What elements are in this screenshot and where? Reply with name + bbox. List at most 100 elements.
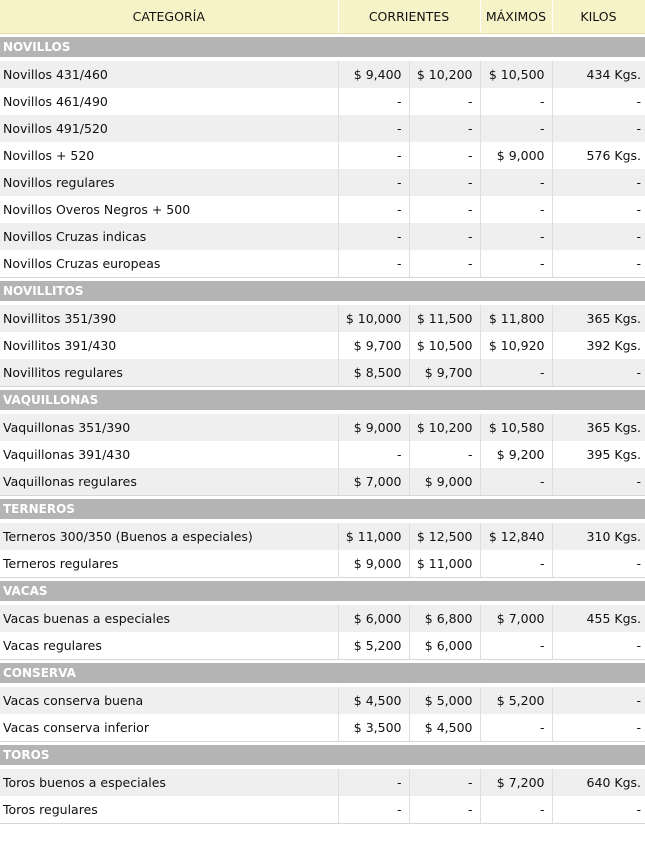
- header-categoria: CATEGORÍA: [0, 0, 339, 34]
- maximos-cell: $ 9,000: [480, 142, 553, 169]
- corrientes-min-cell: -: [338, 142, 410, 169]
- corrientes-max-cell: $ 4,500: [409, 714, 481, 742]
- table-row: Novillitos 391/430 $ 9,700 $ 10,500 $ 10,92…: [0, 332, 645, 359]
- corrientes-min-cell: $ 7,000: [338, 468, 410, 496]
- table-row: Vaquillonas regulares $ 7,000 $ 9,000- -: [0, 468, 645, 496]
- table-row: Vacas buenas a especiales $ 6,000 $ 6,800 $…: [0, 605, 645, 632]
- maximos-cell: $ 10,580: [480, 414, 553, 441]
- corrientes-max-cell: -: [409, 250, 481, 278]
- section-header: TERNEROS: [0, 499, 645, 519]
- corrientes-max-cell: $ 11,500: [409, 305, 481, 332]
- section-spacer: [0, 386, 645, 390]
- corrientes-min-cell: -: [338, 796, 410, 824]
- price-table: CATEGORÍA CORRIENTES MÁXIMOS KILOS NOVIL…: [0, 0, 645, 824]
- section-title: VAQUILLONAS: [0, 390, 645, 410]
- maximos-cell: -: [480, 632, 553, 660]
- section-header: VAQUILLONAS: [0, 390, 645, 410]
- section-header: VACAS: [0, 581, 645, 601]
- table-row: Novillos Cruzas indicas - - - -: [0, 223, 645, 250]
- section-spacer: [0, 519, 645, 523]
- category-cell: Vacas conserva buena: [0, 687, 339, 714]
- table-row: Terneros regulares $ 9,000 $ 11,000- -: [0, 550, 645, 578]
- section-title: NOVILLITOS: [0, 281, 645, 301]
- corrientes-max-cell: $ 12,500: [409, 523, 481, 550]
- spacer-cell: [0, 601, 645, 605]
- spacer-cell: [0, 519, 645, 523]
- kilos-cell: -: [552, 169, 645, 196]
- category-cell: Toros buenos a especiales: [0, 769, 339, 796]
- kilos-cell: 365 Kgs.: [552, 414, 645, 441]
- section-spacer: [0, 765, 645, 769]
- corrientes-max-cell: $ 10,200: [409, 61, 481, 88]
- section-title: TERNEROS: [0, 499, 645, 519]
- maximos-cell: -: [480, 468, 553, 496]
- spacer-cell: [0, 495, 645, 499]
- corrientes-max-cell: $ 6,000: [409, 632, 481, 660]
- corrientes-min-cell: -: [338, 88, 410, 115]
- maximos-cell: -: [480, 359, 553, 387]
- category-cell: Vaquillonas 391/430: [0, 441, 339, 468]
- corrientes-min-cell: $ 5,200: [338, 632, 410, 660]
- table-row: Novillos 491/520- - - -: [0, 115, 645, 142]
- category-cell: Novillos 491/520: [0, 115, 339, 142]
- corrientes-min-cell: $ 11,000: [338, 523, 410, 550]
- spacer-cell: [0, 301, 645, 305]
- table-row: Novillos regulares - - - -: [0, 169, 645, 196]
- spacer-cell: [0, 410, 645, 414]
- corrientes-min-cell: -: [338, 441, 410, 468]
- maximos-cell: -: [480, 796, 553, 824]
- kilos-cell: -: [552, 359, 645, 387]
- table-row: Novillos + 520- - $ 9,000 576 Kgs.: [0, 142, 645, 169]
- section-spacer: [0, 495, 645, 499]
- kilos-cell: -: [552, 687, 645, 714]
- section-header: NOVILLOS: [0, 37, 645, 57]
- section-title: TOROS: [0, 745, 645, 765]
- maximos-cell: $ 5,200: [480, 687, 553, 714]
- category-cell: Novillitos 351/390: [0, 305, 339, 332]
- kilos-cell: 640 Kgs.: [552, 769, 645, 796]
- corrientes-min-cell: $ 9,000: [338, 414, 410, 441]
- kilos-cell: 392 Kgs.: [552, 332, 645, 359]
- kilos-cell: 365 Kgs.: [552, 305, 645, 332]
- corrientes-max-cell: -: [409, 169, 481, 196]
- section-header: NOVILLITOS: [0, 281, 645, 301]
- corrientes-max-cell: -: [409, 769, 481, 796]
- table-row: Vaquillonas 351/390 $ 9,000 $ 10,200 $ 10,5…: [0, 414, 645, 441]
- category-cell: Vacas conserva inferior: [0, 714, 339, 742]
- corrientes-min-cell: -: [338, 250, 410, 278]
- category-cell: Novillos Cruzas europeas: [0, 250, 339, 278]
- category-cell: Novillos + 520: [0, 142, 339, 169]
- corrientes-max-cell: -: [409, 142, 481, 169]
- table-row: Vacas conserva inferior $ 3,500 $ 4,500- -: [0, 714, 645, 742]
- section-spacer: [0, 659, 645, 663]
- table-row: Vacas conserva buena $ 4,500 $ 5,000 $ 5,20…: [0, 687, 645, 714]
- category-cell: Toros regulares: [0, 796, 339, 824]
- category-cell: Vacas buenas a especiales: [0, 605, 339, 632]
- header-row: CATEGORÍA CORRIENTES MÁXIMOS KILOS: [0, 0, 645, 34]
- kilos-cell: 576 Kgs.: [552, 142, 645, 169]
- maximos-cell: $ 10,920: [480, 332, 553, 359]
- section-header: CONSERVA: [0, 663, 645, 683]
- table-row: Novillos Cruzas europeas - - - -: [0, 250, 645, 278]
- table-row: Vaquillonas 391/430- - $ 9,200 395 Kgs.: [0, 441, 645, 468]
- corrientes-min-cell: -: [338, 769, 410, 796]
- corrientes-max-cell: $ 9,000: [409, 468, 481, 496]
- maximos-cell: $ 12,840: [480, 523, 553, 550]
- maximos-cell: -: [480, 196, 553, 223]
- maximos-cell: -: [480, 550, 553, 578]
- category-cell: Terneros regulares: [0, 550, 339, 578]
- section-header: TOROS: [0, 745, 645, 765]
- table-row: Toros regulares - - - -: [0, 796, 645, 824]
- corrientes-min-cell: -: [338, 223, 410, 250]
- maximos-cell: -: [480, 714, 553, 742]
- section-spacer: [0, 601, 645, 605]
- corrientes-min-cell: $ 9,400: [338, 61, 410, 88]
- section-spacer: [0, 683, 645, 687]
- spacer-cell: [0, 765, 645, 769]
- kilos-cell: 395 Kgs.: [552, 441, 645, 468]
- maximos-cell: $ 9,200: [480, 441, 553, 468]
- table-row: Toros buenos a especiales - - $ 7,200 640 Kg…: [0, 769, 645, 796]
- maximos-cell: $ 10,500: [480, 61, 553, 88]
- section-spacer: [0, 577, 645, 581]
- corrientes-min-cell: -: [338, 115, 410, 142]
